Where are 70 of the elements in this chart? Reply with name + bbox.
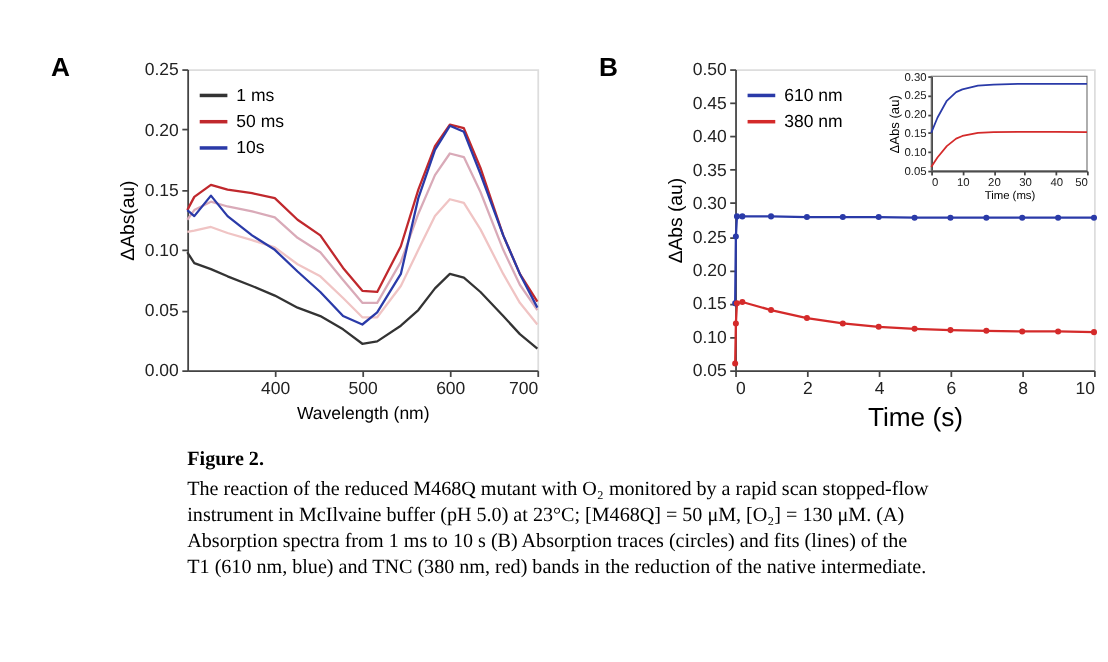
legend-label: 610 nm: [784, 84, 843, 105]
line-series: [186, 152, 539, 312]
y-tick-label: 0.15: [144, 179, 180, 200]
x-tick-label: 10: [1075, 378, 1096, 399]
point: [768, 307, 775, 314]
x-tick-label: 400: [261, 378, 291, 399]
point: [1090, 329, 1098, 336]
point: [803, 315, 810, 322]
chart-title: A: [51, 52, 72, 83]
text: The reaction of the reduced M468Q mutant with O₂ monitored by a rapid scan stopped-flow: [187, 478, 931, 501]
line-series: [930, 82, 1088, 134]
point: [947, 327, 954, 334]
y-tick-label: 0.20: [144, 119, 180, 140]
point: [733, 213, 740, 220]
point: [983, 214, 990, 221]
caption: Figure 2.: [187, 448, 265, 471]
y-tick-label: 0.30: [692, 193, 727, 214]
x-tick-label: 500: [348, 378, 379, 399]
y-tick-label: 0.05: [144, 300, 180, 321]
x-tick-label: 0: [736, 378, 747, 399]
point: [732, 320, 739, 327]
point: [1019, 214, 1026, 221]
point: [839, 320, 846, 327]
text: Absorption spectra from 1 ms to 10 s (B) Absorption traces (circles) and fits (lines) of the: [187, 531, 909, 554]
y-tick-label: 0.15: [692, 293, 727, 314]
y-tick-label: 0.25: [692, 226, 727, 247]
point: [875, 214, 882, 221]
y-tick-label: 0.35: [692, 159, 727, 180]
point: [1019, 328, 1026, 335]
y-tick-label: 0.50: [692, 59, 727, 80]
point: [875, 323, 882, 330]
y-tick-label: 0.40: [692, 126, 727, 147]
point: [1090, 214, 1098, 221]
point: [739, 213, 746, 220]
legend-label: 50 ms: [236, 110, 286, 131]
line-series: [930, 130, 1088, 168]
y-tick-label: 0.00: [144, 360, 180, 381]
legend-label: 1 ms: [236, 84, 276, 105]
point: [768, 213, 775, 220]
x-tick-label: 600: [436, 378, 466, 399]
point: [732, 360, 739, 367]
x-tick-label: 2: [802, 378, 813, 399]
y-tick-label: 0.10: [692, 326, 727, 347]
point: [1055, 214, 1062, 221]
y-tick-label: 0.25: [144, 59, 180, 80]
point: [1055, 328, 1062, 335]
line-series: [186, 198, 539, 326]
x-tick-label: 4: [874, 378, 885, 399]
y-axis-title: ΔAbs(au): [118, 180, 141, 261]
point: [947, 214, 954, 221]
x-tick-label: 700: [509, 378, 539, 399]
point: [911, 214, 918, 221]
y-tick-label: 0.05: [692, 360, 727, 381]
chart-title: B: [598, 52, 618, 83]
x-axis-title: Wavelength (nm): [296, 402, 430, 423]
line-series: [186, 251, 539, 350]
point: [739, 298, 746, 306]
text: instrument in McIlvaine buffer (pH 5.0) at 23°C; [M468Q] = 50 μM, [O₂] = 130 μM. (A): [187, 504, 905, 527]
x-axis-title: Time (s): [867, 401, 964, 432]
text: T1 (610 nm, blue) and TNC (380 nm, red) bands in the reduction of the native intermediate.: [187, 557, 927, 580]
point: [983, 327, 990, 334]
y-tick-label: 0.20: [692, 260, 727, 281]
y-tick-label: 0.10: [144, 239, 180, 260]
y-axis-title: ΔAbs (au): [666, 177, 689, 264]
x-tick-label: 6: [946, 378, 957, 399]
legend-label: 380 nm: [784, 110, 843, 131]
x-tick-label: 8: [1018, 378, 1029, 399]
y-tick-label: 0.45: [692, 92, 727, 113]
point: [911, 325, 918, 332]
legend-label: 10s: [236, 137, 266, 158]
